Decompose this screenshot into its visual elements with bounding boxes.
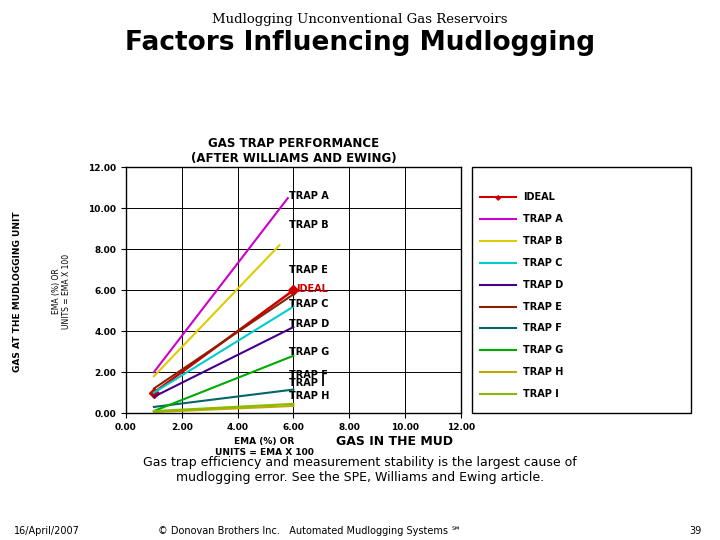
Text: 16/April/2007: 16/April/2007 bbox=[14, 525, 80, 536]
Text: TRAP G: TRAP G bbox=[289, 347, 330, 357]
Text: TRAP H: TRAP H bbox=[289, 391, 330, 401]
Text: © Donovan Brothers Inc.   Automated Mudlogging Systems ℠: © Donovan Brothers Inc. Automated Mudlog… bbox=[158, 525, 462, 536]
Text: TRAP E: TRAP E bbox=[289, 265, 328, 275]
Text: IDEAL: IDEAL bbox=[296, 284, 328, 294]
Text: TRAP I: TRAP I bbox=[289, 379, 325, 388]
Text: TRAP C: TRAP C bbox=[289, 299, 329, 308]
Text: TRAP B: TRAP B bbox=[289, 220, 329, 229]
Text: TRAP F: TRAP F bbox=[289, 370, 328, 380]
Text: TRAP I: TRAP I bbox=[523, 389, 559, 399]
Text: TRAP C: TRAP C bbox=[523, 258, 563, 268]
Text: TRAP A: TRAP A bbox=[289, 191, 329, 201]
Text: TRAP G: TRAP G bbox=[523, 345, 564, 355]
Text: IDEAL: IDEAL bbox=[523, 192, 555, 202]
Text: TRAP D: TRAP D bbox=[523, 280, 564, 290]
Text: TRAP H: TRAP H bbox=[523, 367, 564, 377]
Text: Gas trap efficiency and measurement stability is the largest cause of
mudlogging: Gas trap efficiency and measurement stab… bbox=[143, 456, 577, 484]
Text: Mudlogging Unconventional Gas Reservoirs: Mudlogging Unconventional Gas Reservoirs bbox=[212, 14, 508, 26]
Text: TRAP E: TRAP E bbox=[523, 301, 562, 312]
Text: TRAP B: TRAP B bbox=[523, 236, 563, 246]
Text: GAS TRAP PERFORMANCE
(AFTER WILLIAMS AND EWING): GAS TRAP PERFORMANCE (AFTER WILLIAMS AND… bbox=[191, 137, 396, 165]
Text: GAS AT THE MUDLOGGING UNIT: GAS AT THE MUDLOGGING UNIT bbox=[14, 211, 22, 372]
Text: TRAP F: TRAP F bbox=[523, 323, 562, 334]
Text: EMA (%) OR
UNITS = EMA X 100: EMA (%) OR UNITS = EMA X 100 bbox=[52, 254, 71, 329]
Text: 39: 39 bbox=[690, 525, 702, 536]
Text: TRAP A: TRAP A bbox=[523, 214, 563, 224]
Text: GAS IN THE MUD: GAS IN THE MUD bbox=[336, 435, 453, 448]
Text: TRAP D: TRAP D bbox=[289, 319, 330, 329]
Text: Factors Influencing Mudlogging: Factors Influencing Mudlogging bbox=[125, 30, 595, 56]
Text: ◆: ◆ bbox=[495, 193, 502, 202]
Text: EMA (%) OR
UNITS = EMA X 100: EMA (%) OR UNITS = EMA X 100 bbox=[215, 437, 314, 457]
